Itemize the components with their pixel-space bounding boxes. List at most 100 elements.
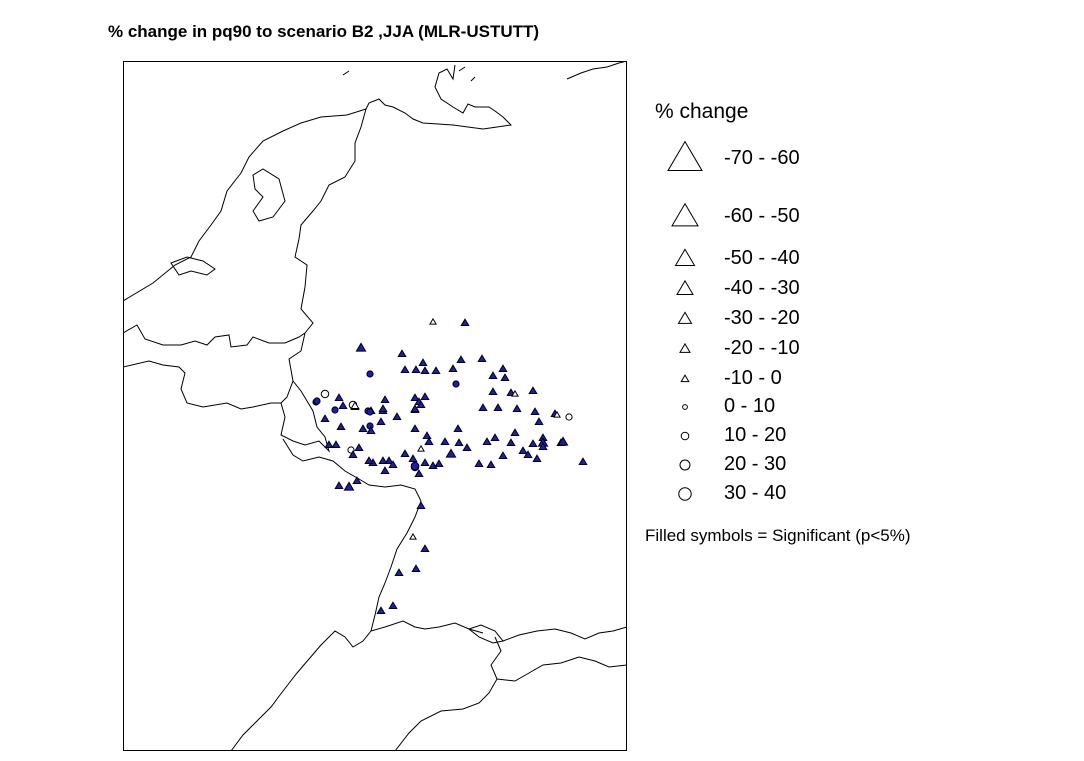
- border-de-at: [502, 626, 627, 642]
- legend: % change -70 - -60 -60 - -50 -50 - -40 -40 …: [640, 95, 1080, 565]
- legend-heading: % change: [655, 100, 749, 123]
- station-circle: [331, 406, 339, 414]
- station-triangle: [478, 403, 488, 412]
- station-triangle: [358, 424, 368, 433]
- map-title: % change in pq90 to scenario B2 ,JJA (ML…: [108, 22, 540, 41]
- station-triangle: [336, 422, 346, 431]
- station-triangle: [420, 458, 430, 467]
- station-triangle: [394, 568, 404, 577]
- legend-label: -60 - -50: [724, 205, 800, 227]
- station-triangle: [400, 449, 410, 458]
- legend-item: 30 - 40: [640, 480, 940, 508]
- legend-label: -40 - -30: [724, 277, 800, 299]
- border-rhine: [370, 500, 422, 632]
- legend-symbol: [680, 374, 690, 383]
- station-triangle: [420, 392, 430, 401]
- station-triangle: [376, 606, 386, 615]
- legend-label: -30 - -20: [724, 307, 800, 329]
- legend-item: -20 - -10: [640, 335, 940, 363]
- station-triangle: [420, 366, 430, 375]
- station-triangle: [334, 481, 344, 490]
- legend-item: -30 - -20: [640, 305, 940, 333]
- legend-circle-icon: [678, 487, 692, 501]
- legend-label: 20 - 30: [724, 453, 787, 475]
- station-circle: [366, 370, 374, 378]
- station-circle: [320, 389, 330, 399]
- station-triangle: [431, 366, 441, 375]
- map-frame: [123, 61, 627, 751]
- legend-item: 20 - 30: [640, 451, 940, 479]
- station-triangle: [378, 456, 388, 465]
- legend-item: 0 - 10: [640, 393, 940, 421]
- station-triangle: [528, 386, 538, 395]
- border-fr-ch: [230, 630, 372, 751]
- border-be-fr: [123, 360, 281, 410]
- station-triangle: [553, 410, 561, 418]
- station-triangle: [414, 469, 424, 478]
- station-triangle: [506, 438, 516, 447]
- significance-note: Filled symbols = Significant (p<5%): [645, 526, 911, 545]
- border-nl-de: [294, 108, 367, 334]
- station-triangle: [355, 342, 367, 352]
- border-ch-at: [490, 636, 580, 682]
- border-be-de: [280, 332, 306, 404]
- legend-item: -10 - 0: [640, 365, 940, 393]
- station-triangle: [354, 443, 364, 452]
- station-triangle: [462, 443, 472, 452]
- station-triangle: [378, 404, 388, 413]
- legend-triangle-icon: [667, 140, 703, 172]
- legend-triangle-icon: [671, 202, 699, 227]
- station-triangle: [434, 459, 444, 468]
- station-triangle: [411, 564, 421, 573]
- station-triangle: [486, 460, 496, 469]
- station-triangle: [538, 442, 548, 451]
- legend-symbol: [674, 248, 696, 266]
- legend-symbol: [677, 311, 693, 324]
- legend-circle-icon: [679, 459, 691, 471]
- station-triangle: [448, 364, 458, 373]
- station-triangle: [417, 444, 425, 452]
- station-triangle: [510, 428, 520, 437]
- station-triangle: [477, 354, 487, 363]
- station-triangle: [530, 407, 540, 416]
- station-triangle: [488, 387, 498, 396]
- legend-symbol: [678, 487, 692, 501]
- station-circle: [565, 413, 573, 421]
- station-triangle: [454, 438, 464, 447]
- border-at-it: [578, 656, 627, 668]
- station-triangle: [498, 364, 508, 373]
- station-triangle: [456, 355, 466, 364]
- station-triangle: [392, 412, 402, 421]
- country-borders: [123, 61, 627, 751]
- station-triangle: [348, 450, 358, 459]
- border-de-fr: [282, 438, 422, 502]
- station-triangle: [324, 440, 334, 449]
- station-triangle: [410, 424, 420, 433]
- station-triangle: [424, 437, 434, 446]
- station-triangle: [578, 457, 588, 466]
- legend-item: -50 - -40: [640, 245, 940, 273]
- legend-symbol: [676, 279, 694, 295]
- estuary: [170, 256, 216, 276]
- station-triangle: [397, 349, 407, 358]
- legend-label: 30 - 40: [724, 482, 787, 504]
- station-triangle: [532, 454, 542, 463]
- station-triangle: [410, 393, 420, 402]
- station-triangle: [474, 459, 484, 468]
- station-circle: [410, 461, 420, 471]
- legend-symbol: [680, 431, 690, 441]
- station-triangle: [388, 601, 398, 610]
- legend-label: -10 - 0: [724, 367, 782, 389]
- legend-label: 0 - 10: [724, 395, 776, 417]
- station-triangle: [445, 448, 457, 458]
- station-triangle: [380, 466, 390, 475]
- legend-item: -60 - -50: [640, 202, 940, 231]
- border-de-dk: [566, 61, 627, 80]
- station-triangle: [512, 404, 522, 413]
- legend-triangle-icon: [676, 279, 694, 295]
- station-triangle: [418, 358, 428, 367]
- border-nl-be: [123, 324, 306, 348]
- station-triangle: [352, 476, 362, 485]
- legend-symbol: [679, 459, 691, 471]
- border-ch-it: [394, 678, 498, 751]
